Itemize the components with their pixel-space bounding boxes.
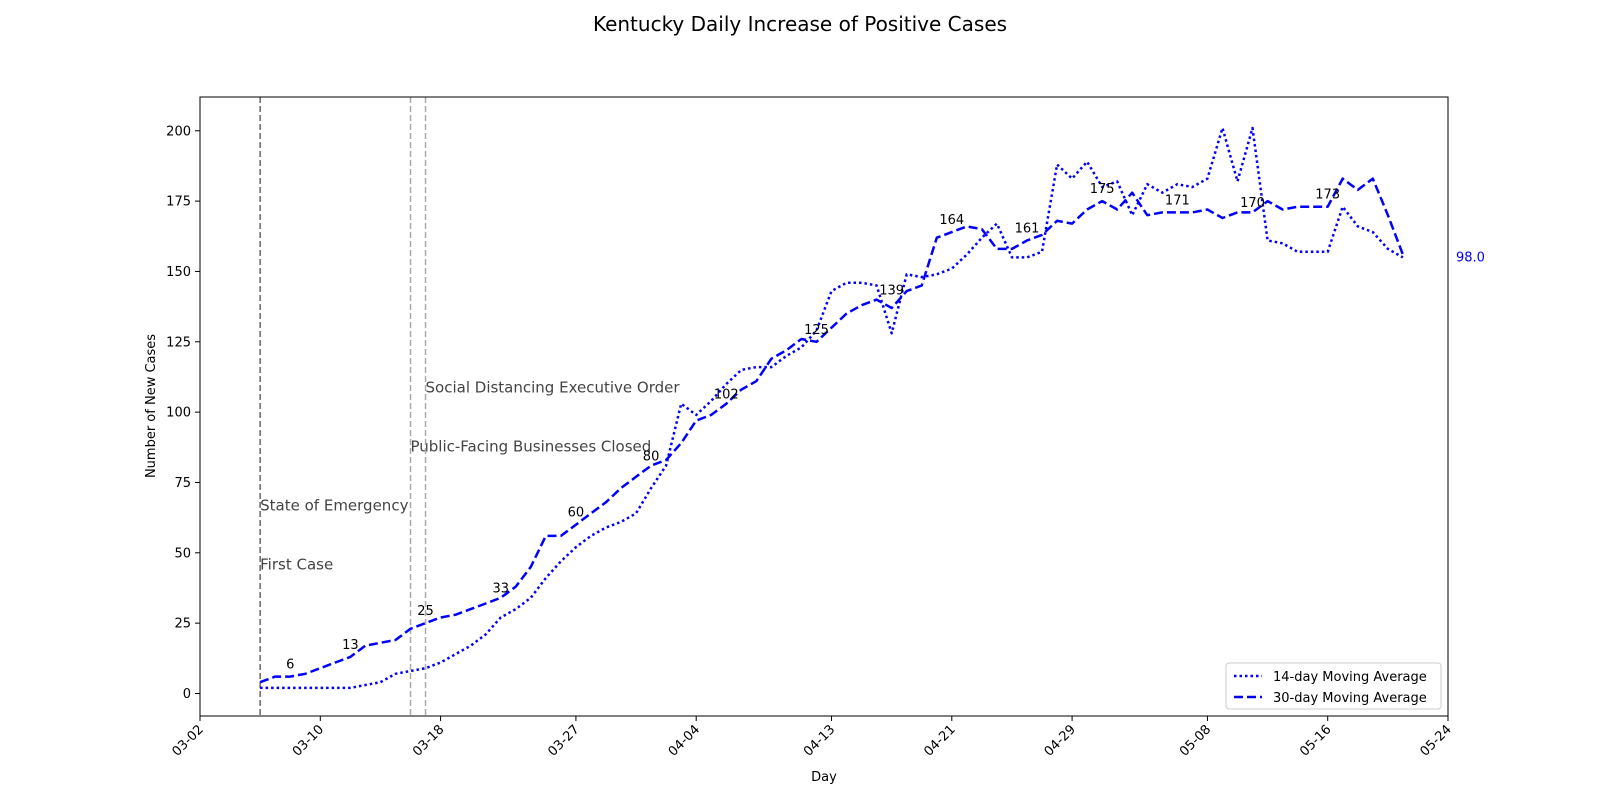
x-tick-label: 03-27 [545, 722, 582, 759]
y-tick-label: 175 [166, 195, 191, 210]
data-label: 161 [1015, 221, 1040, 236]
data-label: 25 [417, 604, 434, 619]
data-label: 164 [939, 213, 964, 228]
data-label: 171 [1165, 193, 1190, 208]
y-tick-label: 125 [166, 335, 191, 350]
event-label: Social Distancing Executive Order [426, 378, 681, 396]
x-tick-label: 03-02 [170, 722, 207, 759]
x-tick-label: 04-29 [1042, 722, 1079, 759]
data-label: 102 [714, 388, 739, 403]
x-tick-label: 04-04 [666, 722, 703, 759]
y-axis: 0 25 50 75 100 125 150 175 200 [166, 124, 200, 702]
data-label: 173 [1315, 188, 1340, 203]
data-label: 139 [879, 283, 904, 298]
data-label: 175 [1090, 182, 1115, 197]
legend-box [1225, 662, 1442, 710]
event-label: Public-Facing Businesses Closed [411, 438, 652, 456]
x-tick-label: 05-08 [1177, 722, 1214, 759]
x-tick-label: 03-18 [410, 722, 447, 759]
y-tick-label: 0 [183, 687, 191, 702]
data-label: 125 [804, 323, 829, 338]
side-annotation: 98.0 [1456, 250, 1485, 265]
y-tick-label: 200 [166, 124, 191, 139]
y-tick-label: 100 [166, 406, 191, 421]
x-tick-label: 03-10 [290, 722, 327, 759]
legend: 14-day Moving Average 30-day Moving Aver… [1225, 662, 1442, 710]
data-label: 60 [568, 506, 585, 521]
y-axis-label: Number of New Cases [144, 334, 159, 478]
y-tick-label: 50 [174, 546, 191, 561]
plot-area: First Case State of Emergency Public-Facin… [259, 97, 1485, 716]
plot-frame [199, 96, 1449, 717]
chart-title: Kentucky Daily Increase of Positive Case… [593, 12, 1007, 36]
y-tick-label: 25 [174, 617, 191, 632]
event-label: State of Emergency [260, 497, 408, 515]
x-axis: 03-02 03-10 03-18 03-27 04-04 04-13 04-21 04-29… [170, 716, 1455, 760]
x-axis-label: Day [811, 770, 837, 785]
data-label: 170 [1240, 196, 1265, 211]
legend-label-14-day: 14-day Moving Average [1273, 670, 1427, 685]
data-label: 80 [643, 449, 660, 464]
legend-label-30-day: 30-day Moving Average [1273, 691, 1427, 706]
x-tick-label: 04-13 [801, 722, 838, 759]
y-tick-label: 150 [166, 265, 191, 280]
x-tick-label: 05-16 [1297, 722, 1334, 759]
data-label: 13 [342, 638, 359, 653]
data-label: 33 [492, 582, 509, 597]
y-tick-label: 75 [174, 476, 191, 491]
series-line-30-day [259, 177, 1405, 684]
event-label: First Case [260, 556, 333, 574]
data-label: 6 [286, 658, 294, 673]
x-tick-label: 05-24 [1418, 722, 1455, 759]
x-tick-label: 04-21 [921, 722, 958, 759]
